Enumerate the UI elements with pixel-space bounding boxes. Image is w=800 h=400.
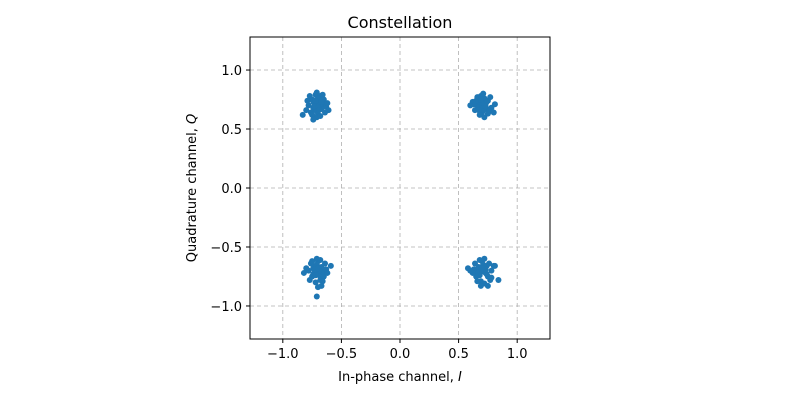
scatter-point (312, 279, 319, 286)
scatter-point (318, 98, 325, 105)
scatter-point (314, 265, 321, 272)
scatter-point (324, 269, 331, 276)
scatter-point (327, 262, 334, 269)
scatter-point (467, 102, 474, 109)
scatter-point (483, 98, 490, 105)
scatter-point (476, 111, 483, 118)
x-tick-label: 1.0 (507, 347, 528, 362)
scatter-point (309, 111, 316, 118)
scatter-point (479, 265, 486, 272)
y-tick-label: 1.0 (221, 64, 242, 79)
scatter-point (488, 274, 495, 281)
scatter-point (484, 282, 491, 289)
x-tick-label: 0.5 (448, 347, 469, 362)
scatter-point (491, 101, 498, 108)
scatter-point (464, 265, 471, 272)
scatter-point (319, 91, 326, 98)
scatter-point (303, 107, 310, 114)
scatter-point (300, 269, 307, 276)
axis-ticks: −1.0 −0.5 0.0 0.5 1.0 −1.0 −0.5 0.0 0.5 1.0 (210, 64, 527, 362)
scatter-point (317, 113, 324, 120)
scatter-point (317, 256, 324, 263)
scatter-point (316, 107, 323, 114)
x-axis-label-variable: I (458, 370, 462, 385)
y-tick-label: 0.0 (221, 182, 242, 197)
scatter-point (495, 277, 502, 284)
scatter-point (299, 111, 306, 118)
y-axis-label-variable: Q (185, 114, 200, 124)
scatter-point (306, 92, 313, 99)
x-axis-label: In-phase channel, I (338, 370, 462, 385)
scatter-point (325, 107, 332, 114)
x-tick-label: 0.0 (390, 347, 411, 362)
scatter-point (324, 100, 331, 107)
y-tick-label: 0.5 (221, 123, 242, 138)
scatter-point (306, 277, 313, 284)
scatter-point (303, 265, 310, 272)
scatter-point (305, 102, 312, 109)
scatter-point (475, 107, 482, 114)
chart-title: Constellation (348, 13, 453, 32)
scatter-point (472, 260, 478, 267)
scatter-point (477, 282, 484, 289)
y-tick-label: −1.0 (210, 300, 242, 315)
scatter-point (491, 262, 498, 269)
scatter-point (480, 90, 487, 97)
scatter-point (312, 272, 319, 279)
x-tick-label: −1.0 (267, 347, 299, 362)
scatter-point (488, 267, 495, 274)
scatter-point (304, 97, 311, 104)
scatter-point (490, 109, 497, 116)
scatter-point (313, 293, 320, 300)
scatter-point (309, 258, 316, 265)
scatter-point (313, 89, 320, 96)
scatter-point (486, 260, 493, 267)
x-tick-label: −0.5 (326, 347, 358, 362)
scatter-point (322, 260, 328, 267)
scatter-point (477, 96, 484, 103)
scatter-point (484, 110, 491, 117)
scatter-point (319, 278, 326, 285)
scatter-point (474, 278, 481, 285)
scatter-point (483, 271, 490, 278)
scatter-point (318, 282, 325, 289)
scatter-point (312, 97, 319, 104)
y-axis-label-text: Quadrature channel, (185, 124, 200, 262)
scatter-point (481, 255, 488, 262)
scatter-points (299, 89, 502, 300)
grid-lines (250, 37, 550, 339)
scatter-point (487, 94, 494, 101)
x-axis-label-text: In-phase channel, (338, 370, 458, 385)
scatter-point (310, 116, 317, 123)
y-tick-label: −0.5 (210, 241, 242, 256)
y-axis-label: Quadrature channel, Q (185, 114, 200, 262)
scatter-point (476, 256, 483, 263)
